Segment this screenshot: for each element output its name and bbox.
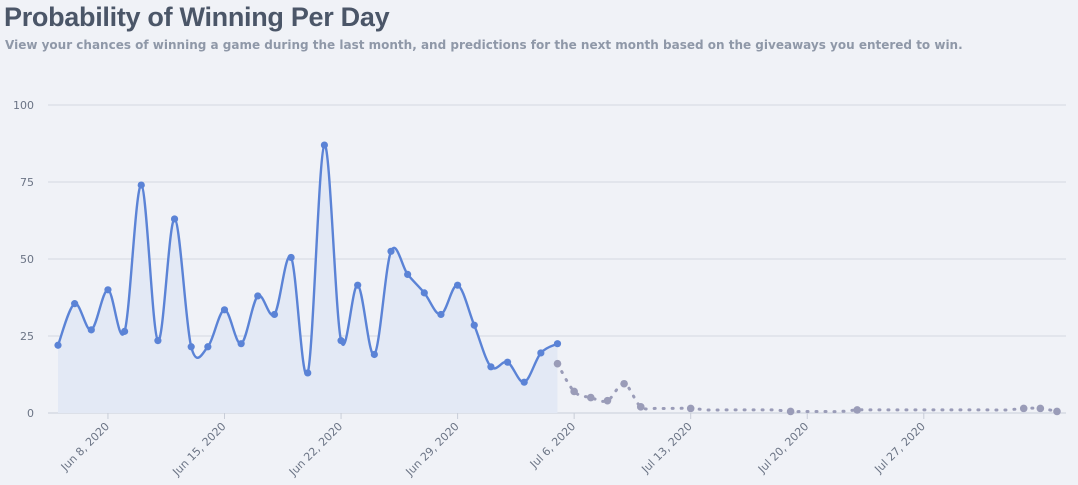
prediction-point[interactable] — [570, 387, 578, 396]
history-point[interactable] — [254, 292, 262, 300]
prediction-point[interactable] — [636, 403, 645, 411]
x-tick-label: Jul 27, 2020 — [872, 420, 928, 476]
history-point[interactable] — [71, 300, 79, 308]
history-point[interactable] — [370, 350, 378, 359]
history-point[interactable] — [87, 326, 95, 334]
prediction-point[interactable] — [853, 406, 861, 414]
history-point[interactable] — [187, 343, 195, 351]
point-layer — [54, 141, 1061, 416]
prediction-point[interactable] — [620, 379, 628, 388]
history-point[interactable] — [154, 337, 162, 345]
history-point[interactable] — [420, 289, 428, 297]
history-point[interactable] — [454, 281, 462, 289]
x-tick-label: Jun 15, 2020 — [169, 420, 228, 479]
history-point[interactable] — [170, 215, 179, 223]
prediction-point[interactable] — [553, 359, 562, 368]
history-point[interactable] — [237, 340, 245, 348]
history-point[interactable] — [387, 247, 395, 255]
history-point[interactable] — [220, 306, 229, 314]
prediction-point[interactable] — [1019, 404, 1028, 413]
y-tick-label: 75 — [20, 176, 34, 189]
y-tick-label: 25 — [20, 330, 34, 343]
y-tick-label: 50 — [20, 253, 34, 266]
prediction-line — [556, 362, 1059, 414]
history-point[interactable] — [287, 253, 295, 262]
prediction-point[interactable] — [786, 407, 795, 416]
history-point[interactable] — [121, 327, 129, 335]
history-point[interactable] — [204, 343, 212, 351]
prediction-point[interactable] — [1036, 404, 1045, 413]
y-tick-label: 100 — [13, 99, 34, 112]
page-title: Probability of Winning Per Day — [4, 2, 390, 32]
history-point[interactable] — [553, 340, 562, 348]
x-tick-label: Jun 29, 2020 — [403, 420, 462, 479]
prediction-point[interactable] — [1053, 407, 1061, 416]
area-layer — [58, 144, 558, 413]
history-point[interactable] — [304, 369, 312, 377]
prediction-point[interactable] — [603, 396, 612, 405]
x-tick-label: Jul 20, 2020 — [755, 420, 811, 476]
history-point[interactable] — [404, 270, 412, 278]
history-point[interactable] — [470, 321, 478, 329]
history-point[interactable] — [320, 141, 328, 149]
history-point[interactable] — [137, 181, 145, 189]
history-point[interactable] — [520, 378, 528, 386]
history-point[interactable] — [537, 349, 545, 357]
prediction-point[interactable] — [587, 393, 595, 402]
prediction-point[interactable] — [686, 404, 695, 413]
x-tick-label: Jul 13, 2020 — [638, 420, 694, 476]
history-point[interactable] — [337, 337, 345, 345]
history-area-fill — [58, 144, 558, 413]
x-tick-label: Jun 8, 2020 — [58, 420, 112, 474]
x-tick-label: Jun 22, 2020 — [286, 420, 345, 479]
y-tick-label: 0 — [27, 407, 34, 420]
history-point[interactable] — [503, 358, 512, 366]
history-point[interactable] — [54, 341, 62, 349]
x-tick-label: Jul 6, 2020 — [527, 420, 578, 471]
page-subtitle: View your chances of winning a game duri… — [5, 38, 963, 52]
history-point[interactable] — [437, 310, 445, 319]
history-point[interactable] — [270, 310, 279, 319]
history-point[interactable] — [354, 281, 362, 289]
history-point[interactable] — [104, 286, 112, 294]
history-point[interactable] — [487, 363, 495, 371]
